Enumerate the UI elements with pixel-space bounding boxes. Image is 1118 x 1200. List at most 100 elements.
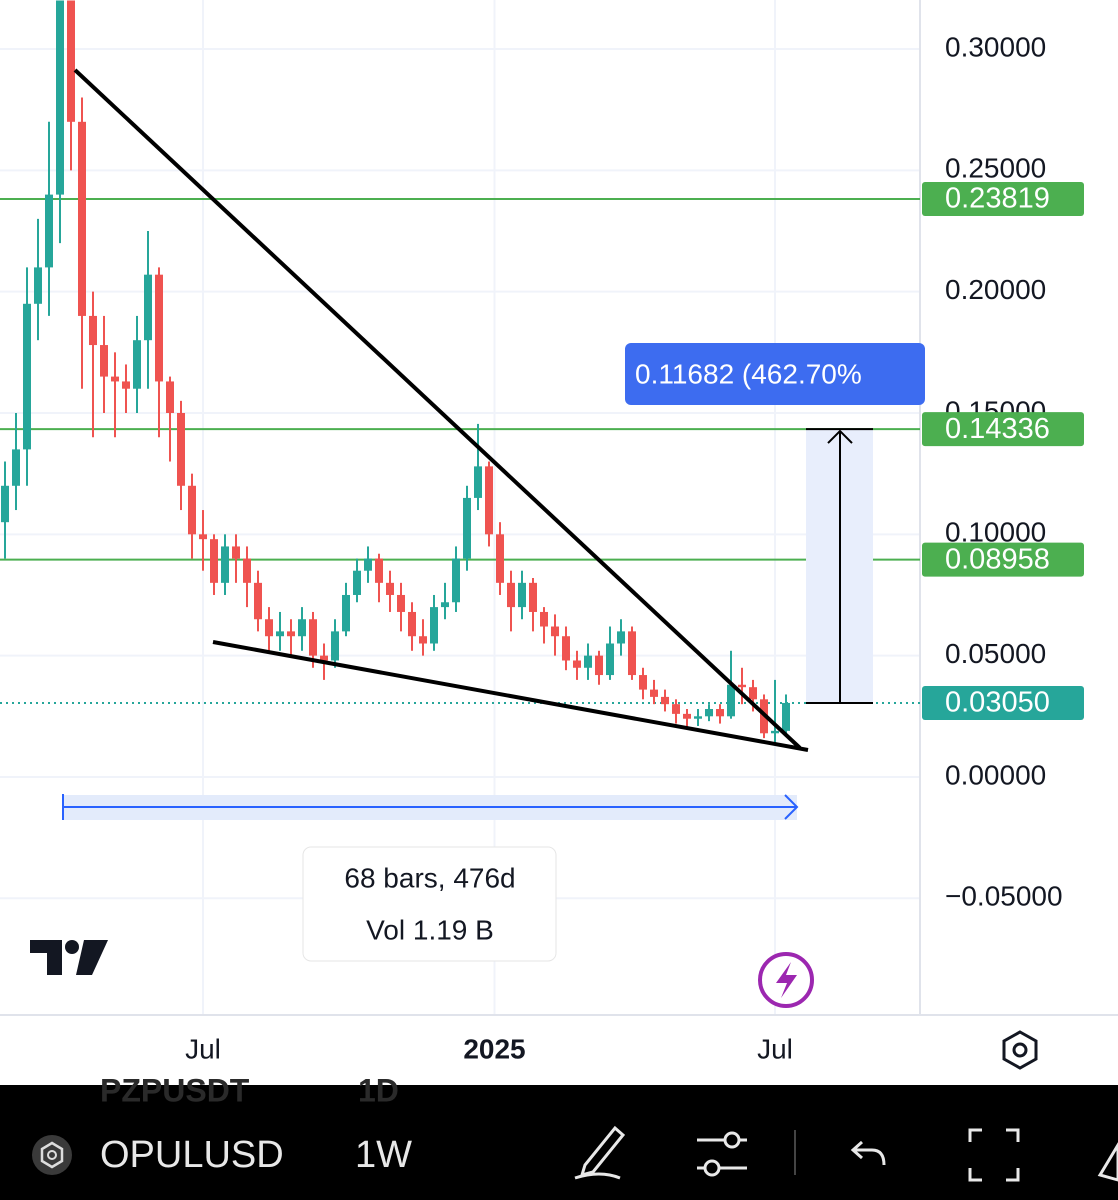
price-tag: [922, 181, 1084, 216]
candle-body: [89, 315, 97, 346]
candle-body: [232, 546, 240, 559]
fullscreen-button[interactable]: [968, 1128, 1020, 1182]
candle-body: [342, 594, 350, 632]
candle-body: [221, 546, 229, 583]
candle-body: [496, 534, 504, 583]
x-tick-label: 2025: [463, 1033, 525, 1064]
candle-body: [485, 466, 493, 535]
symbol-fade: [305, 1125, 330, 1185]
candle-body: [254, 582, 262, 620]
candle-body: [1, 485, 9, 523]
candle-body: [287, 631, 295, 637]
candle-body: [595, 655, 603, 676]
grid: [0, 0, 920, 1015]
candle-body: [122, 381, 130, 389]
candle-body: [771, 730, 779, 734]
candle-body: [265, 619, 273, 637]
candle-body: [518, 582, 526, 608]
candle-body: [199, 534, 207, 540]
candle-body: [661, 696, 669, 705]
measure-label-box: [625, 343, 925, 405]
candle-body: [716, 709, 724, 717]
draw-button[interactable]: [574, 1125, 626, 1180]
candle-body: [243, 558, 251, 583]
y-tick-label: 0.05000: [945, 638, 1046, 669]
candle-body: [364, 558, 372, 571]
candle-body: [188, 485, 196, 535]
candle-body: [298, 619, 306, 637]
x-tick-label: Jul: [185, 1033, 221, 1064]
price-tag: [922, 542, 1084, 577]
candle-body: [12, 449, 20, 486]
y-tick-label: 0.30000: [945, 31, 1046, 62]
ghost-symbol: PZPUSDT: [100, 1072, 250, 1108]
candle-body: [100, 345, 108, 377]
trendline: [212, 640, 809, 752]
candle-body: [320, 655, 328, 661]
candle-body: [738, 684, 746, 688]
candle-body: [210, 539, 218, 583]
y-tick-label: 0.00000: [945, 759, 1046, 790]
candle-body: [144, 274, 152, 341]
range-info-vol: Vol 1.19 B: [366, 914, 494, 945]
candle-body: [331, 631, 339, 661]
candle-body: [584, 655, 592, 668]
x-tick-label: Jul: [757, 1033, 793, 1064]
ghost-interval: 1D: [358, 1072, 399, 1108]
trendline: [73, 68, 802, 750]
symbol-icon[interactable]: [32, 1135, 72, 1175]
candle-body: [650, 689, 658, 697]
candle-body: [474, 466, 482, 498]
more-button[interactable]: [1097, 1142, 1118, 1182]
candle-body: [705, 709, 713, 717]
interval[interactable]: 1W: [355, 1134, 412, 1176]
candles: [1, 0, 790, 743]
candle-body: [529, 582, 537, 612]
candle-body: [639, 675, 647, 690]
candle-body: [782, 702, 790, 731]
candle-body: [397, 594, 405, 612]
lightning-button[interactable]: [758, 952, 814, 1008]
candle-body: [155, 274, 163, 382]
measure-label: 0.11682 (462.70%: [635, 358, 862, 389]
price-tag: [922, 412, 1084, 447]
candle-body: [562, 636, 570, 661]
candle-body: [34, 267, 42, 304]
candle-body: [166, 381, 174, 413]
y-tick-label: 0.20000: [945, 274, 1046, 305]
candle-body: [672, 704, 680, 714]
y-tick-label: −0.05000: [945, 881, 1063, 912]
candle-body: [749, 687, 757, 700]
candle-body: [463, 497, 471, 559]
y-tick-label: 0.25000: [945, 153, 1046, 184]
candle-body: [727, 684, 735, 717]
undo-button[interactable]: [850, 1140, 886, 1166]
candle-body: [276, 631, 284, 637]
candle-body: [507, 582, 515, 608]
candle-body: [309, 619, 317, 656]
candle-body: [67, 0, 75, 122]
indicators-button[interactable]: [697, 1131, 747, 1177]
candle-body: [78, 121, 86, 316]
candle-body: [683, 713, 691, 719]
toolbar: [0, 1085, 1118, 1200]
candle-body: [452, 558, 460, 603]
price-tag-label: 0.08958: [945, 543, 1050, 575]
candle-body: [133, 340, 141, 389]
candle-body: [441, 602, 449, 608]
range-info-bars: 68 bars, 476d: [344, 862, 515, 893]
candle-body: [353, 570, 361, 595]
price-tag-label: 0.03050: [945, 687, 1050, 719]
candle-body: [694, 716, 702, 719]
candle-body: [111, 376, 119, 382]
settings-button[interactable]: [1002, 1030, 1038, 1070]
symbol[interactable]: OPULUSD: [100, 1134, 284, 1176]
range-info-box: [302, 846, 557, 962]
price-tag-label: 0.23819: [945, 183, 1050, 215]
candle-body: [617, 631, 625, 644]
price-tag-label: 0.14336: [945, 413, 1050, 445]
y-tick-label: 0.10000: [945, 517, 1046, 548]
range-arrow: [784, 794, 799, 820]
candle-body: [408, 611, 416, 637]
